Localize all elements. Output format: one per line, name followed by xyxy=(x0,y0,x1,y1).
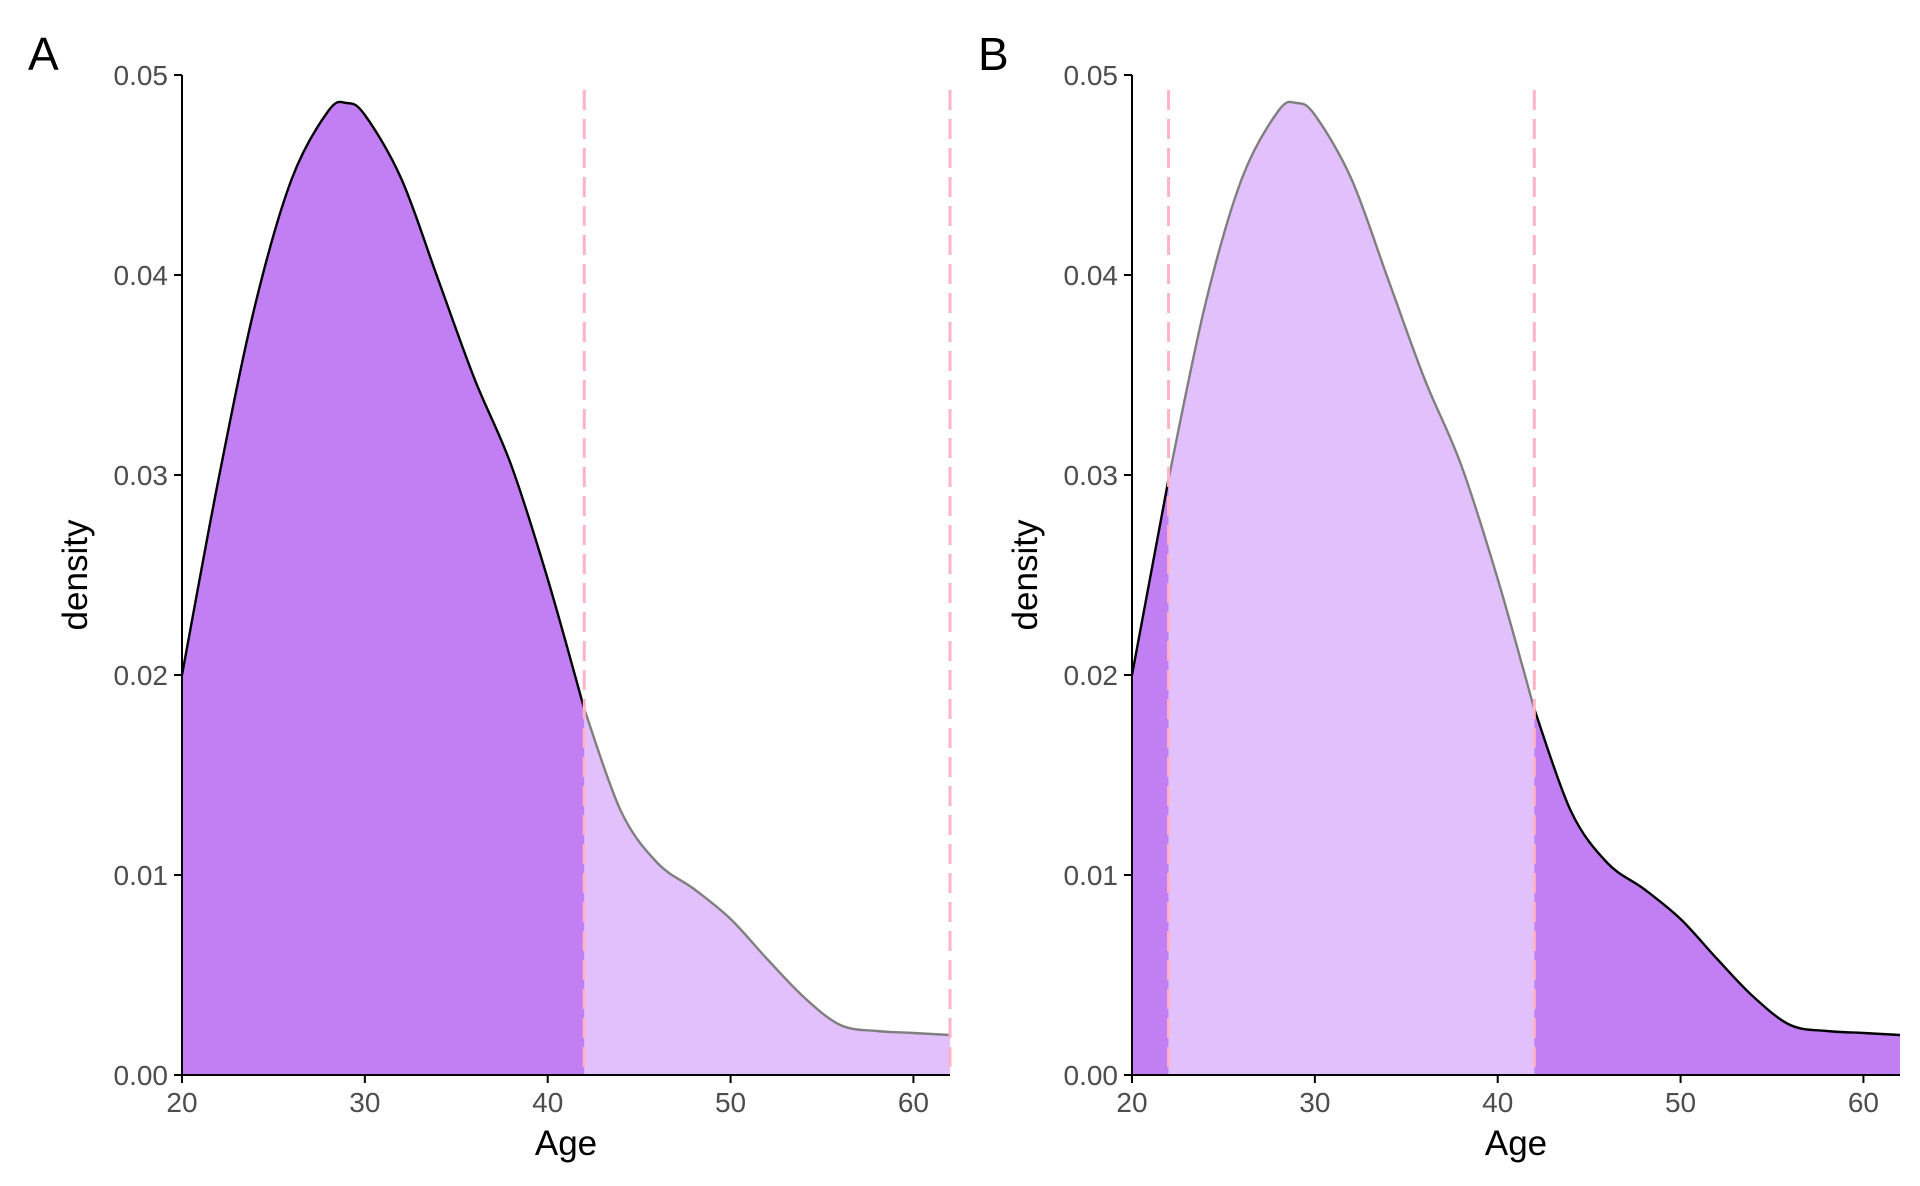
y-tick-label: 0.05 xyxy=(1064,60,1119,91)
y-axis-title: density xyxy=(1006,519,1045,630)
chart-panel-b: 0.00 0.01 0.02 0.03 0.04 0.05 20 30 40 50 60 Age den… xyxy=(978,28,1901,1163)
panel-tag: B xyxy=(978,28,1009,80)
y-tick-label: 0.01 xyxy=(114,860,169,891)
x-tick-label: 30 xyxy=(1299,1087,1330,1118)
x-tick-label: 50 xyxy=(1665,1087,1696,1118)
x-tick-label: 50 xyxy=(715,1087,746,1118)
y-tick-label: 0.01 xyxy=(1064,860,1119,891)
panel-tag: A xyxy=(28,28,59,80)
x-tick-label: 30 xyxy=(349,1087,380,1118)
dark-density-line-0 xyxy=(1130,478,1170,676)
y-tick-label: 0.04 xyxy=(1064,260,1119,291)
x-tick-label: 20 xyxy=(166,1087,197,1118)
light-density-line-0 xyxy=(583,708,951,1037)
y-tick-label: 0.03 xyxy=(1064,460,1119,491)
dark-area-0 xyxy=(1132,479,1169,1075)
y-axis-title: density xyxy=(56,519,95,630)
x-axis-title: Age xyxy=(535,1124,597,1163)
y-tick-label: 0.00 xyxy=(114,1060,169,1091)
x-tick-label: 40 xyxy=(1482,1087,1513,1118)
x-tick-label: 40 xyxy=(532,1087,563,1118)
dark-density-line-1 xyxy=(1533,708,1901,1037)
y-tick-label: 0.03 xyxy=(114,460,169,491)
y-tick-label: 0.02 xyxy=(114,660,169,691)
y-tick-label: 0.04 xyxy=(114,260,169,291)
x-tick-label: 60 xyxy=(898,1087,929,1118)
light-density-line-0 xyxy=(1167,100,1536,710)
dark-area-0 xyxy=(182,101,585,1075)
y-tick-label: 0.05 xyxy=(114,60,169,91)
x-tick-label: 20 xyxy=(1116,1087,1147,1118)
y-tick-label: 0.02 xyxy=(1064,660,1119,691)
dark-area-1 xyxy=(1534,709,1900,1075)
light-area-0 xyxy=(1168,101,1535,1075)
light-area-0 xyxy=(584,709,950,1075)
chart-panel-a: 0.00 0.01 0.02 0.03 0.04 0.05 20 30 40 50 60 Age den… xyxy=(28,28,952,1163)
x-axis-title: Age xyxy=(1485,1124,1547,1163)
dark-density-line-0 xyxy=(180,100,586,710)
x-tick-label: 60 xyxy=(1848,1087,1879,1118)
y-tick-label: 0.00 xyxy=(1064,1060,1119,1091)
